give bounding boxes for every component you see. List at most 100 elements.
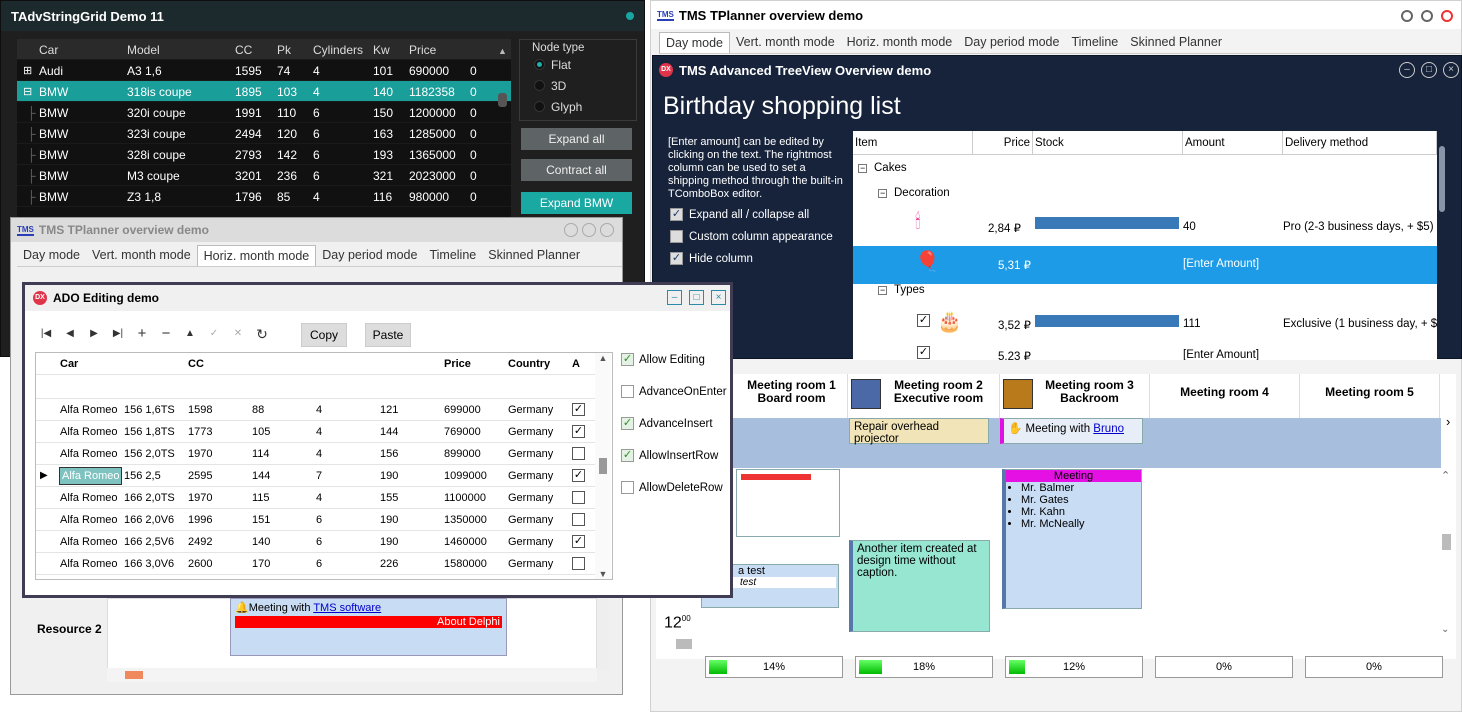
tab-skinned-planner[interactable]: Skinned Planner [488, 248, 580, 262]
col-stock[interactable]: Stock [1033, 131, 1183, 155]
table-row[interactable]: Alfa Romeo 166 2,0V6 1996 151 6 190 1350000 Ger… [36, 509, 596, 531]
radio-3d[interactable]: 3D [530, 75, 626, 96]
meeting-item[interactable]: Meeting Mr. BalmerMr. GatesMr. KahnMr. M… [1002, 469, 1142, 609]
copy-button[interactable]: Copy [301, 323, 347, 347]
maximize-icon[interactable]: □ [689, 290, 704, 305]
col-amount[interactable]: Amount [1183, 131, 1283, 155]
grid-row[interactable]: ├ BMW Z3 1,8 1796 85 4 116 980000 0 [17, 186, 511, 207]
scroll-up-icon[interactable]: ▲ [498, 46, 507, 56]
table-row[interactable]: Alfa Romeo 156 1,8TS 1773 105 4 144 769000 Germ… [36, 421, 596, 443]
minimize-icon[interactable]: – [667, 290, 682, 305]
prior-record-icon[interactable]: ◀ [66, 328, 74, 339]
node-decoration[interactable]: − Decoration [878, 187, 950, 199]
col-delivery[interactable]: Delivery method [1283, 131, 1437, 155]
option-checkbox[interactable]: ✓ AllowInsertRow [621, 449, 719, 462]
scroll-up-icon[interactable]: ⌃ [1441, 470, 1451, 482]
tree-row[interactable]: ✓ 🎂 3,52 ₽ 111 Exclusive (1 business day… [917, 311, 1437, 333]
vertical-scrollbar[interactable]: ▲ ▼ [595, 353, 611, 579]
cancel-icon[interactable]: ✕ [233, 328, 243, 339]
option-checkbox[interactable]: AdvanceOnEnter [621, 385, 727, 398]
table-row[interactable]: Alfa Romeo 166 2,0TS 1970 115 4 155 1100000 Ger… [36, 487, 596, 509]
table-row[interactable]: Alfa Romeo 156 2,0TS 1970 114 4 156 899000 Germ… [36, 443, 596, 465]
minimize-icon[interactable] [1401, 10, 1413, 22]
filter-row[interactable] [36, 375, 596, 399]
tab-day-period-mode[interactable]: Day period mode [964, 35, 1060, 49]
event-bar-item[interactable] [736, 469, 840, 537]
tree-row[interactable]: ✓ 5,23 ₽ [Enter Amount] [917, 346, 1260, 360]
option-checkbox[interactable]: AllowDeleteRow [621, 481, 723, 494]
minimize-icon[interactable] [564, 223, 578, 237]
design-time-item[interactable]: Another item created at design time with… [849, 540, 990, 632]
ado-grid[interactable]: Car CC Price Country A Alfa Romeo 156 1,6… [35, 352, 613, 580]
expand-bmw-button[interactable]: Expand BMW [521, 192, 632, 214]
col-item[interactable]: Item [853, 131, 973, 155]
scrollbar-thumb[interactable] [1439, 146, 1445, 212]
hide-column-checkbox[interactable]: ✓ Hide column [670, 252, 753, 265]
grid-row[interactable]: ⊟ BMW 318is coupe 1895 103 4 140 1182358 0 [17, 81, 511, 102]
close-icon[interactable]: × [711, 290, 726, 305]
car-grid[interactable]: Car Model CC Pk Cylinders Kw Price ⊞ Audi A3 1,6 1… [17, 39, 511, 221]
tab-vert-month-mode[interactable]: Vert. month mode [91, 248, 191, 262]
node-types[interactable]: − Types [878, 284, 925, 296]
next-record-icon[interactable]: ▶ [90, 328, 98, 339]
table-row[interactable]: Alfa Romeo 166 3,0V6 2600 170 6 226 1580000 Ger… [36, 553, 596, 575]
shopping-tree[interactable]: Item Price Stock Amount Delivery method … [853, 131, 1437, 360]
tab-day-period-mode[interactable]: Day period mode [322, 248, 418, 262]
table-row[interactable]: Alfa Romeo 156 1,6TS 1598 88 4 121 699000 Germa… [36, 399, 596, 421]
contract-all-button[interactable]: Contract all [521, 159, 632, 181]
radio-glyph[interactable]: Glyph [530, 96, 626, 117]
last-record-icon[interactable]: ▶| [112, 328, 124, 339]
scroll-down-icon[interactable]: ⌄ [1441, 624, 1450, 635]
table-row[interactable]: Alfa Romeo 156 2,5 2595 144 7 190 1099000 Germa… [36, 465, 596, 487]
radio-flat[interactable]: Flat [530, 54, 626, 75]
grid-row[interactable]: ├ BMW 320i coupe 1991 110 6 150 1200000 0 [17, 102, 511, 123]
meeting-bruno-item[interactable]: ✋ Meeting with Bruno [1000, 418, 1143, 444]
first-record-icon[interactable]: |◀ [40, 328, 52, 339]
col-price[interactable]: Price [973, 131, 1033, 155]
close-icon[interactable]: × [1443, 62, 1459, 78]
refresh-icon[interactable]: ↻ [256, 326, 268, 342]
grid-row[interactable]: ├ BMW 323i coupe 2494 120 6 163 1285000 0 [17, 123, 511, 144]
grid-row[interactable]: ⊞ Audi A3 1,6 1595 74 4 101 690000 0 [17, 60, 511, 81]
option-checkbox[interactable]: ✓ Allow Editing [621, 353, 705, 366]
custom-column-checkbox[interactable]: Custom column appearance [670, 230, 833, 243]
maximize-icon[interactable] [582, 223, 596, 237]
close-icon[interactable] [1441, 10, 1453, 22]
vertical-scrollbar-thumb[interactable] [1442, 534, 1451, 550]
grid-row[interactable]: ├ BMW 328i coupe 2793 142 6 193 1365000 0 [17, 144, 511, 165]
edit-record-icon[interactable]: ▲ [185, 328, 195, 339]
tab-horiz-month-mode[interactable]: Horiz. month mode [196, 245, 317, 266]
tree-row-selected[interactable]: 🎈 5,31 ₽ [Enter Amount] [853, 246, 1437, 284]
table-row[interactable]: Alfa Romeo 166 2,5V6 2492 140 6 190 1460000 Ger… [36, 531, 596, 553]
expand-all-checkbox[interactable]: ✓ Expand all / collapse all [670, 208, 810, 221]
tab-timeline[interactable]: Timeline [429, 248, 477, 262]
table-cell: 6 [316, 514, 323, 526]
close-icon[interactable] [600, 223, 614, 237]
scroll-right-icon[interactable]: › [1446, 414, 1451, 429]
expand-all-button[interactable]: Expand all [521, 128, 632, 150]
minimize-icon[interactable]: – [1399, 62, 1415, 78]
paste-button[interactable]: Paste [365, 323, 411, 347]
scrollbar-thumb[interactable] [498, 93, 507, 107]
node-cakes[interactable]: − Cakes [858, 162, 907, 174]
insert-record-icon[interactable]: + [137, 325, 147, 342]
maximize-icon[interactable] [1421, 10, 1433, 22]
horizontal-scrollbar-thumb[interactable] [676, 639, 692, 649]
grid-row[interactable]: ├ BMW M3 coupe 3201 236 6 321 2023000 0 [17, 165, 511, 186]
tree-row[interactable]: 🕯 2,84 ₽ 40 Pro (2-3 business days, + $5… [915, 211, 1434, 235]
horizontal-scrollbar[interactable] [107, 668, 597, 682]
repair-item[interactable]: Repair overhead projector [849, 418, 989, 445]
tab-vert-month-mode[interactable]: Vert. month mode [735, 35, 835, 49]
tab-skinned-planner[interactable]: Skinned Planner [1130, 35, 1222, 49]
maximize-icon[interactable]: □ [1421, 62, 1437, 78]
tab-timeline[interactable]: Timeline [1071, 35, 1119, 49]
tab-horiz-month-mode[interactable]: Horiz. month mode [846, 35, 953, 49]
tab-day-mode[interactable]: Day mode [659, 32, 730, 53]
vertical-scrollbar[interactable] [597, 598, 609, 670]
meeting-tms-item[interactable]: 🔔Meeting with TMS software About Delphi [230, 598, 507, 656]
tab-day-mode[interactable]: Day mode [23, 248, 80, 262]
post-icon[interactable]: ✓ [209, 328, 219, 339]
delete-record-icon[interactable]: − [161, 325, 171, 342]
option-checkbox[interactable]: ✓ AdvanceInsert [621, 417, 713, 430]
